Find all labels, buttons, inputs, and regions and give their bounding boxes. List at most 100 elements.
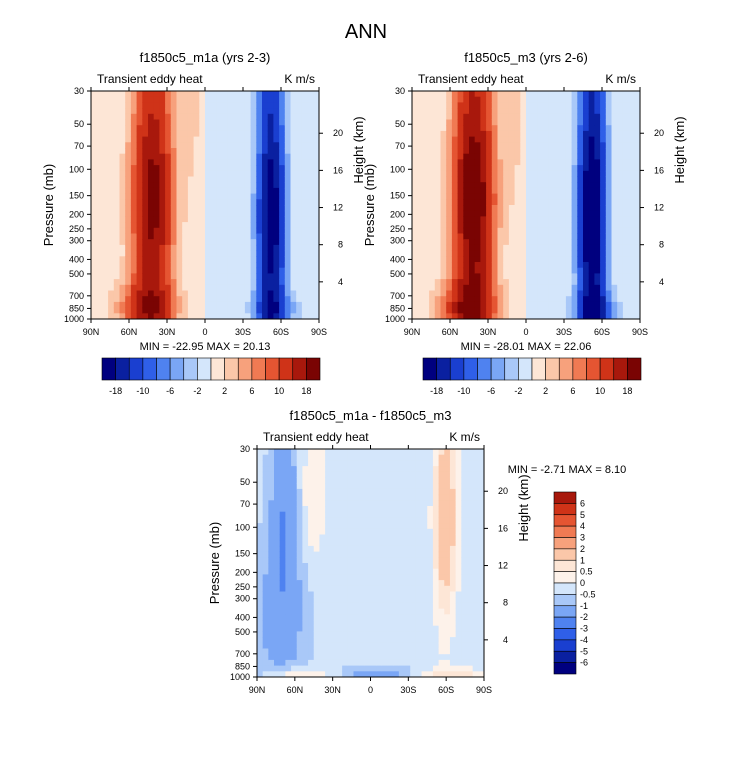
- contour-cell: [555, 291, 561, 297]
- colorbar-swatch: [238, 358, 252, 380]
- contour-cell: [461, 569, 467, 575]
- contour-cell: [480, 91, 486, 97]
- contour-cell: [319, 660, 325, 666]
- contour-cell: [543, 114, 549, 120]
- contour-cell: [120, 194, 126, 200]
- contour-cell: [365, 478, 371, 484]
- contour-cell: [348, 540, 354, 546]
- contour-cell: [120, 256, 126, 262]
- contour-cell: [108, 228, 114, 234]
- contour-cell: [439, 654, 445, 660]
- contour-cell: [617, 291, 623, 297]
- contour-cell: [228, 182, 234, 188]
- contour-cell: [263, 637, 269, 643]
- contour-cell: [234, 91, 240, 97]
- contour-cell: [336, 569, 342, 575]
- contour-cell: [131, 245, 137, 251]
- contour-cell: [291, 455, 297, 461]
- contour-cell: [594, 148, 600, 154]
- contour-cell: [452, 234, 458, 240]
- contour-cell: [467, 580, 473, 586]
- contour-cell: [515, 114, 521, 120]
- contour-cell: [280, 626, 286, 632]
- contour-cell: [450, 637, 456, 643]
- contour-cell: [194, 108, 200, 114]
- contour-cell: [589, 273, 595, 279]
- contour-cell: [273, 102, 279, 108]
- contour-cell: [131, 251, 137, 257]
- contour-cell: [291, 165, 297, 171]
- contour-cell: [463, 273, 469, 279]
- contour-cell: [393, 592, 399, 598]
- contour-cell: [171, 308, 177, 314]
- contour-cell: [342, 597, 348, 603]
- contour-cell: [537, 199, 543, 205]
- contour-cell: [102, 125, 108, 131]
- contour-cell: [429, 188, 435, 194]
- contour-cell: [308, 512, 314, 518]
- contour-cell: [148, 165, 154, 171]
- contour-cell: [382, 620, 388, 626]
- contour-cell: [600, 114, 606, 120]
- contour-cell: [492, 279, 498, 285]
- contour-cell: [336, 449, 342, 455]
- contour-cell: [205, 211, 211, 217]
- contour-cell: [376, 637, 382, 643]
- y-tick-label: 150: [69, 191, 84, 201]
- contour-cell: [606, 296, 612, 302]
- contour-cell: [302, 666, 308, 672]
- contour-cell: [629, 245, 635, 251]
- contour-cell: [205, 182, 211, 188]
- contour-cell: [297, 483, 303, 489]
- contour-cell: [452, 177, 458, 183]
- contour-cell: [393, 500, 399, 506]
- contour-cell: [365, 506, 371, 512]
- contour-cell: [555, 114, 561, 120]
- contour-cell: [285, 194, 291, 200]
- contour-cell: [325, 569, 331, 575]
- contour-cell: [342, 609, 348, 615]
- contour-cell: [467, 660, 473, 666]
- contour-cell: [159, 131, 165, 137]
- contour-cell: [473, 552, 479, 558]
- contour-cell: [199, 154, 205, 160]
- contour-cell: [263, 460, 269, 466]
- contour-cell: [251, 268, 257, 274]
- contour-cell: [555, 228, 561, 234]
- contour-cell: [612, 251, 618, 257]
- contour-cell: [279, 177, 285, 183]
- y-tick-label: 400: [69, 254, 84, 264]
- contour-cell: [612, 120, 618, 126]
- contour-cell: [194, 148, 200, 154]
- contour-cell: [526, 194, 532, 200]
- contour-cell: [427, 529, 433, 535]
- contour-cell: [165, 211, 171, 217]
- contour-cell: [296, 256, 302, 262]
- contour-cell: [325, 512, 331, 518]
- contour-cell: [297, 489, 303, 495]
- contour-cell: [194, 234, 200, 240]
- contour-cell: [199, 120, 205, 126]
- contour-cell: [393, 654, 399, 660]
- contour-cell: [280, 609, 286, 615]
- contour-cell: [463, 177, 469, 183]
- contour-cell: [131, 120, 137, 126]
- contour-cell: [262, 251, 268, 257]
- contour-cell: [239, 108, 245, 114]
- contour-cell: [216, 234, 222, 240]
- contour-cell: [566, 291, 572, 297]
- contour-cell: [336, 460, 342, 466]
- contour-cell: [273, 91, 279, 97]
- contour-cell: [325, 466, 331, 472]
- contour-cell: [566, 114, 572, 120]
- contour-cell: [308, 569, 314, 575]
- contour-cell: [263, 506, 269, 512]
- contour-cell: [469, 302, 475, 308]
- contour-cell: [589, 188, 595, 194]
- contour-cell: [555, 182, 561, 188]
- contour-cell: [256, 279, 262, 285]
- contour-cell: [410, 512, 416, 518]
- contour-cell: [125, 194, 131, 200]
- contour-cell: [199, 262, 205, 268]
- contour-cell: [257, 649, 263, 655]
